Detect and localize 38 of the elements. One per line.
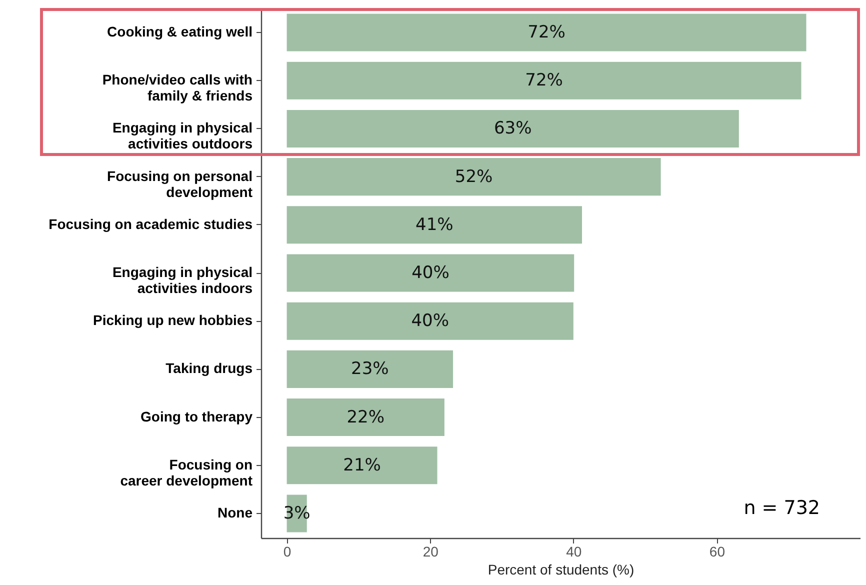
bar (286, 446, 438, 484)
data-label: 72% (528, 22, 566, 43)
data-label: 21% (343, 455, 381, 476)
bar (286, 206, 582, 244)
data-label: 41% (415, 214, 454, 235)
y-tick-label: None (218, 504, 253, 520)
y-tick-label: Focusing on academic studies (48, 216, 253, 232)
y-tick-label: Focusing on career development (120, 456, 253, 488)
x-tick-label: 20 (422, 544, 439, 560)
y-tick-label: Going to therapy (140, 408, 253, 424)
data-label: 40% (411, 311, 449, 332)
data-label: 22% (346, 407, 385, 428)
data-label: 40% (412, 263, 450, 283)
bar (286, 14, 806, 52)
y-tick-label: Taking drugs (166, 360, 253, 376)
bar (286, 302, 574, 340)
data-label: 23% (351, 359, 389, 380)
y-tick-label: Cooking & eating well (107, 24, 252, 40)
bar (286, 254, 574, 292)
data-label: 72% (525, 70, 563, 91)
x-tick-label: 0 (283, 544, 292, 560)
x-axis-title: Percent of students (%) (488, 562, 634, 578)
bar (286, 62, 802, 100)
data-label: 52% (454, 166, 493, 187)
x-tick-label: 60 (709, 544, 726, 560)
y-tick-label: Engaging in physical activities outdoors (112, 120, 253, 152)
bar (286, 110, 739, 148)
bar (286, 398, 444, 436)
bar (286, 158, 661, 196)
data-label: 63% (494, 118, 532, 139)
annotation: n = 732 (744, 497, 820, 519)
y-tick-label: Phone/video calls with family & friends (102, 72, 253, 104)
y-tick-label: Picking up new hobbies (93, 312, 253, 328)
x-tick-label: 40 (566, 544, 582, 560)
y-tick-label: Engaging in physical activities indoors (112, 264, 253, 296)
y-tick-label: Focusing on personal development (107, 168, 253, 200)
bar (286, 350, 454, 388)
data-label: 3% (283, 503, 310, 524)
